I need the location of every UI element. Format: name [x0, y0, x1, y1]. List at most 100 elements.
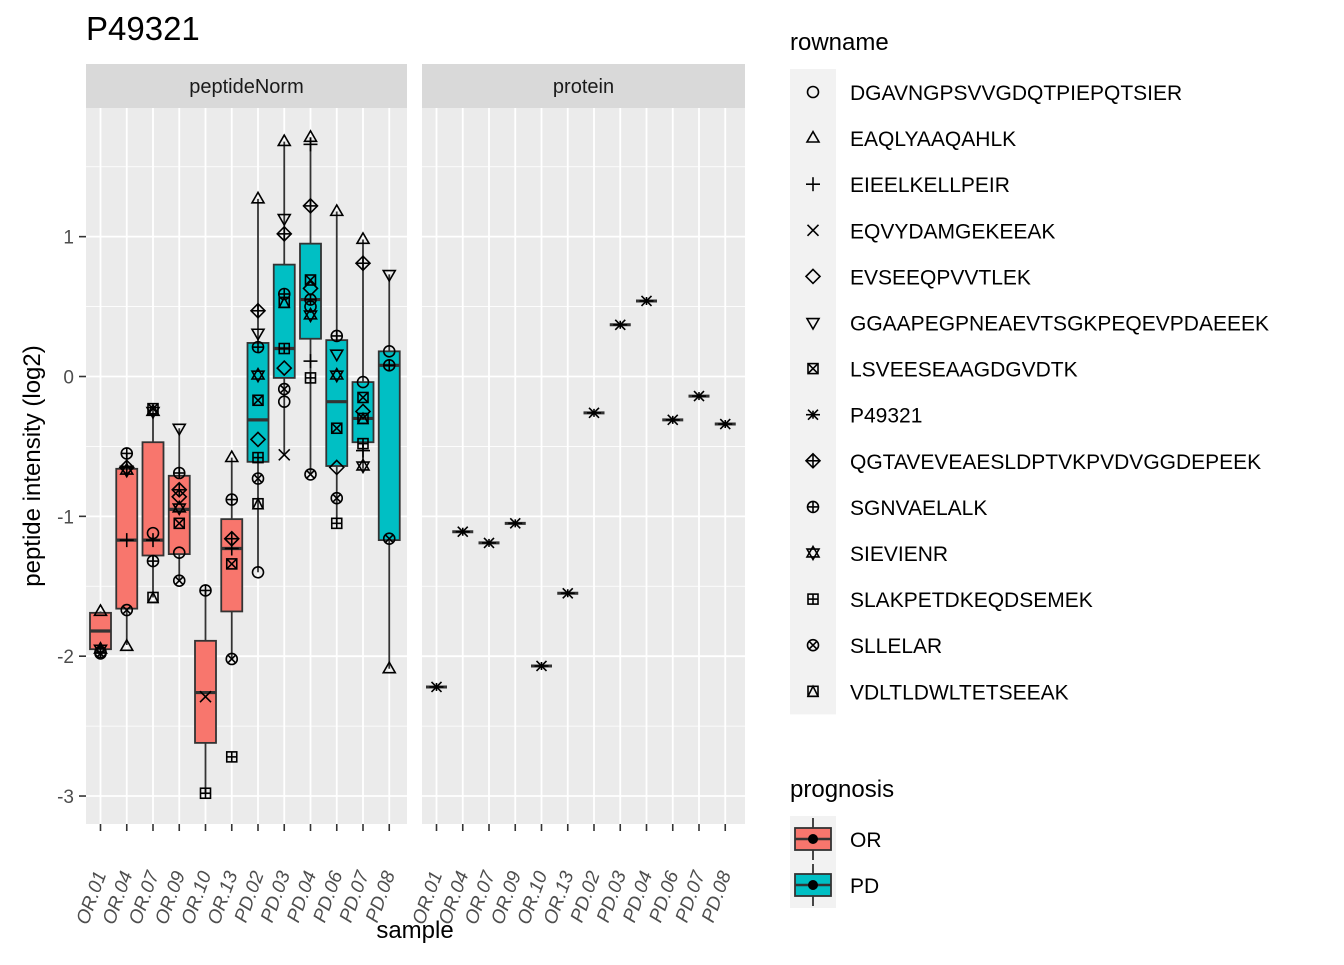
- legend: rowname DGAVNGPSVVGDQTPIEPQTSIER EAQLYAAQA…: [790, 29, 1269, 908]
- facet-strip-protein: [422, 64, 745, 108]
- legend-label-rowname: P49321: [850, 405, 922, 428]
- point-PD.07-outline: [355, 461, 371, 475]
- legend-label-rowname: SIEVIENR: [850, 543, 948, 566]
- point-PD.04: [303, 354, 318, 369]
- point-PD.02-outline: [250, 370, 266, 384]
- point-PD.03: [278, 342, 291, 355]
- y-tick-label: 0: [63, 368, 74, 389]
- legend-label-rowname: DGAVNGPSVVGDQTPIEPQTSIER: [850, 82, 1182, 105]
- legend-key-asterisk: [806, 409, 820, 421]
- point-OR.04-outline: [119, 638, 135, 652]
- point-PD.02: [249, 431, 267, 448]
- legend-key-cross: [806, 224, 820, 237]
- point-PD.07: [356, 411, 370, 425]
- point-PD.08-outline: [382, 532, 396, 546]
- point-PD.03-outline: [276, 133, 292, 147]
- protein-point-PD.03: [613, 319, 628, 331]
- protein-point-OR.01: [429, 681, 444, 693]
- point-PD.08: [381, 660, 397, 674]
- point-PD.03: [276, 225, 293, 242]
- point-PD.06: [330, 422, 343, 435]
- point-PD.02-stroke: [253, 474, 263, 484]
- point-PD.07: [356, 443, 370, 458]
- point-PD.04-stroke: [304, 274, 317, 286]
- point-PD.04: [303, 306, 318, 324]
- point-OR.10: [199, 787, 212, 800]
- point-OR.09: [171, 423, 187, 437]
- legend-label-rowname: GGAAPEGPNEAEVTSGKPEQEVPDAEEEK: [850, 313, 1269, 336]
- point-PD.08-outline: [381, 660, 397, 674]
- legend-key-circle-outline: [806, 85, 820, 99]
- point-PD.06-outline: [329, 349, 345, 363]
- legend-label-rowname: SGNVAELALK: [850, 497, 987, 520]
- point-PD.04-stroke: [306, 469, 315, 479]
- boxplot-PD.08: [377, 274, 401, 669]
- protein-point-OR.07: [482, 537, 496, 549]
- legend-key-cross-stroke: [806, 224, 820, 237]
- point-OR.04: [119, 638, 135, 652]
- plot-layer: peptideNorm protein-3-2-101OR.01OR.04OR.0…: [57, 64, 745, 927]
- point-PD.02-outline: [250, 367, 266, 380]
- point-PD.06-stroke: [331, 422, 343, 434]
- legend-title-rowname: rowname: [790, 29, 889, 56]
- point-PD.02-outline: [251, 472, 265, 485]
- point-PD.02-outline: [250, 328, 266, 342]
- legend-label-rowname: QGTAVEVEAESLDPTVKPVDVGGDEPEEK: [850, 451, 1261, 474]
- point-PD.02-outline: [252, 394, 264, 407]
- legend-key-star-of-david-outline: [805, 544, 821, 558]
- point-PD.07-outline: [354, 403, 372, 420]
- point-OR.13-stroke: [226, 558, 238, 570]
- legend-key-diamond-plus: [804, 452, 822, 469]
- point-PD.04-outline: [303, 306, 318, 320]
- point-OR.13-outline: [224, 449, 240, 463]
- point-OR.07: [146, 554, 160, 568]
- legend-label-rowname: EQVYDAMGEKEEAK: [850, 220, 1055, 243]
- legend-label-rowname: EVSEEQPVVTLEK: [850, 266, 1031, 289]
- point-OR.09-outline: [172, 546, 186, 560]
- box-body: [299, 242, 322, 340]
- point-PD.02: [250, 328, 266, 342]
- point-OR.09: [173, 517, 186, 530]
- legend-key-prognosis-PD: [790, 862, 836, 908]
- point-PD.07: [354, 403, 372, 420]
- box-body: [220, 518, 244, 613]
- legend-label-prognosis: PD: [850, 875, 879, 898]
- point-OR.07-inner: [146, 590, 160, 604]
- legend-key-prognosis-OR: [790, 816, 836, 862]
- point-OR.04: [120, 447, 134, 460]
- point-PD.06: [329, 349, 345, 363]
- point-OR.09-outline: [171, 423, 187, 437]
- point-PD.08: [382, 345, 396, 358]
- legend-key-star-of-david: [805, 544, 821, 562]
- point-PD.04: [304, 293, 317, 306]
- point-PD.04: [302, 197, 319, 215]
- y-tick-label: -2: [57, 647, 74, 668]
- panel-background: [422, 108, 745, 824]
- point-PD.03-stroke: [278, 448, 291, 461]
- point-OR.01-outline: [93, 603, 108, 617]
- point-OR.04: [119, 533, 134, 548]
- point-OR.13-outline: [225, 652, 239, 666]
- point-PD.06-outline: [329, 367, 345, 380]
- protein-point-OR.04: [455, 526, 470, 538]
- legend-label-rowname: SLLELAR: [850, 635, 942, 658]
- point-PD.04-outline: [304, 468, 317, 481]
- legend-key-circle-cross-stroke: [808, 640, 818, 650]
- point-PD.07: [356, 375, 370, 389]
- point-PD.04-outline: [304, 274, 317, 286]
- point-OR.13-outline: [225, 558, 238, 570]
- protein-point-PD.08: [718, 418, 733, 430]
- legend-key-triangle-up-outline: [805, 129, 821, 143]
- point-PD.06-stroke: [332, 493, 342, 503]
- point-PD.02-inner: [251, 496, 265, 510]
- point-PD.02-stroke: [252, 394, 264, 406]
- point-PD.04: [304, 468, 317, 481]
- point-PD.08: [382, 532, 396, 546]
- point-PD.03: [277, 395, 291, 408]
- facet-strip-label: protein: [553, 76, 614, 98]
- point-OR.09-outline: [173, 517, 186, 530]
- point-OR.01: [94, 647, 107, 660]
- point-PD.03: [277, 295, 291, 309]
- point-OR.04: [119, 462, 135, 479]
